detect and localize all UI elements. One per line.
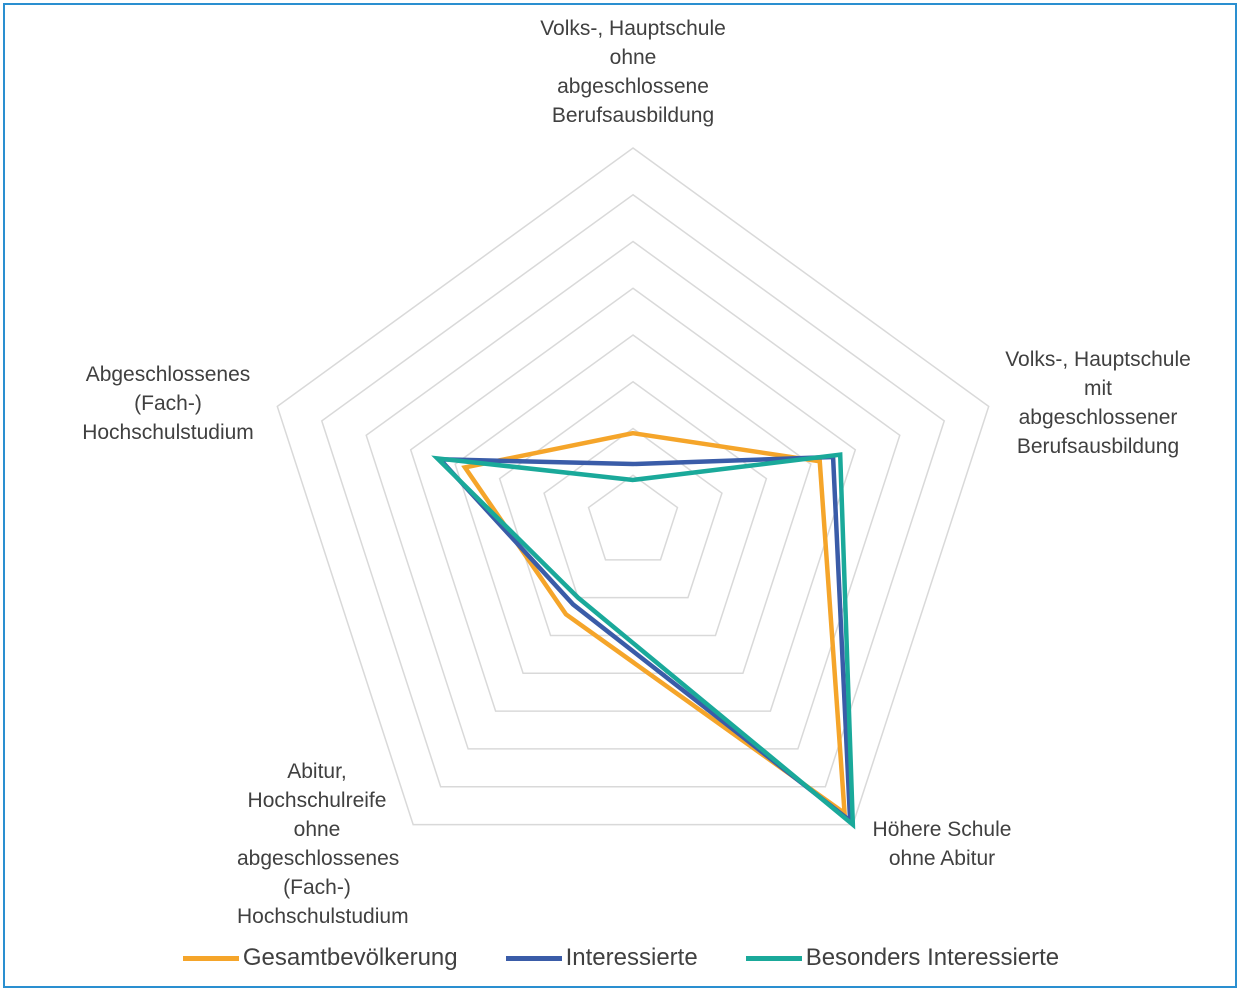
grid-ring [320, 193, 946, 788]
legend: Gesamtbevölkerung Interessierte Besonders … [0, 944, 1242, 972]
legend-swatch [182, 955, 239, 961]
grid-ring [587, 474, 679, 561]
legend-swatch [745, 955, 802, 961]
axis-label: Volks-, Hauptschule ohne abgeschlossene … [540, 17, 726, 127]
grid-ring [454, 334, 812, 675]
axis-label: Volks-, Hauptschule mit abgeschlossener … [1005, 348, 1191, 458]
chart-frame [3, 3, 1237, 988]
axis-label: Abitur, Hochschulreife ohne abgeschlosse… [237, 760, 409, 928]
axis-label: Höhere Schule ohne Abitur [872, 818, 1012, 870]
grid-ring [409, 287, 857, 712]
grid-ring [543, 427, 723, 599]
legend-item: Besonders Interessierte [745, 944, 1060, 972]
series-line [431, 452, 856, 830]
legend-item: Interessierte [505, 944, 698, 972]
grid-ring [365, 240, 901, 750]
series-line [434, 454, 853, 826]
grid-ring [276, 147, 990, 826]
legend-label: Besonders Interessierte [805, 944, 1060, 971]
legend-label: Gesamtbevölkerung [242, 944, 458, 971]
axis-label: Abgeschlossenes (Fach-) Hochschulstudium [82, 363, 254, 444]
legend-label: Interessierte [565, 944, 698, 971]
legend-swatch [505, 955, 562, 961]
legend-item: Gesamtbevölkerung [182, 944, 458, 972]
